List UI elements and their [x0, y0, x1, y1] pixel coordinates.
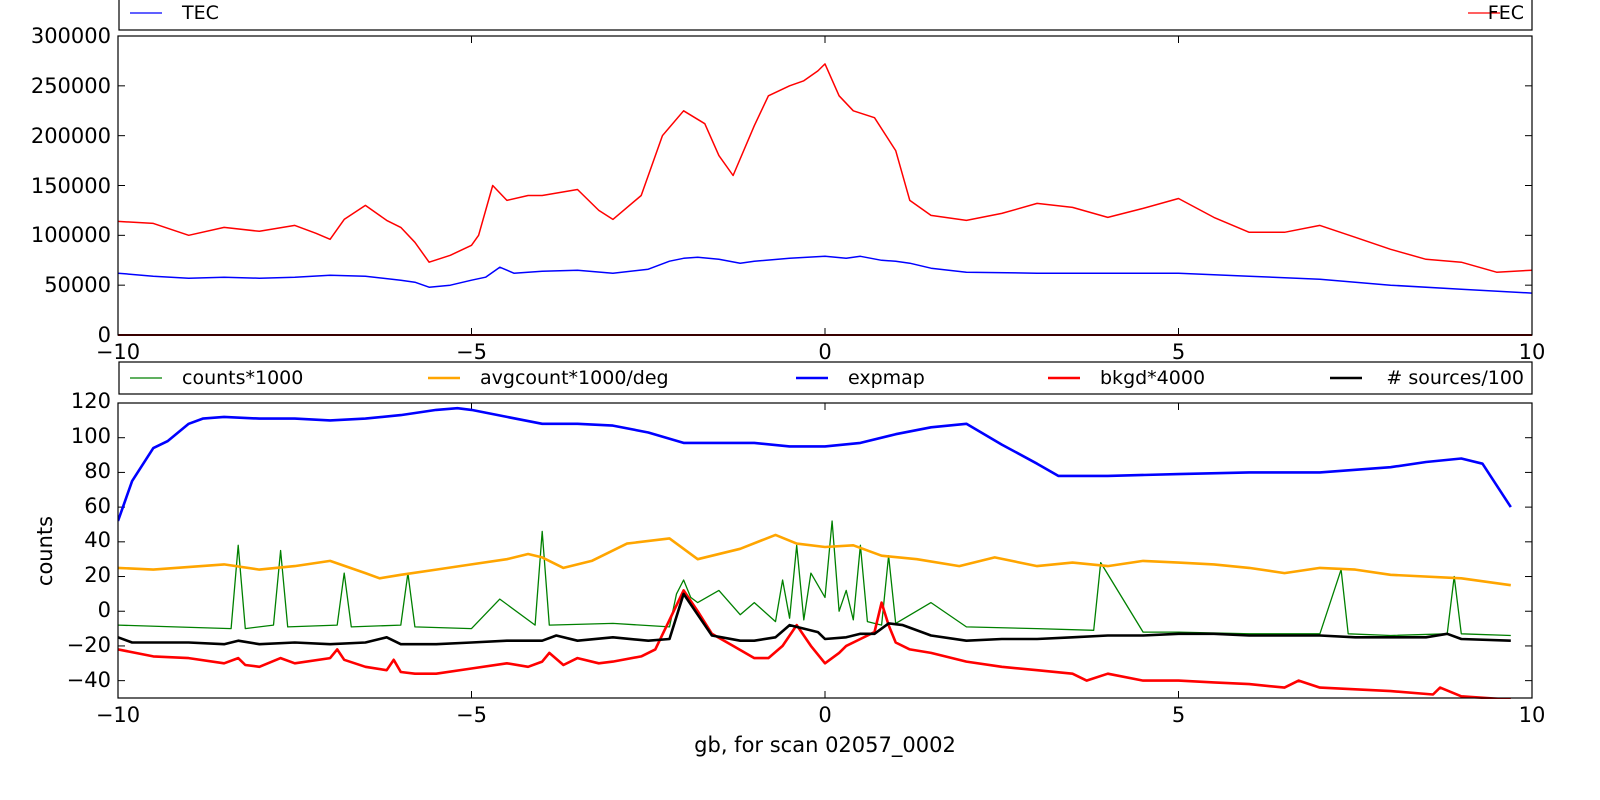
- top-ytick-label: 50000: [44, 273, 111, 297]
- top-y-tick-labels: 0 50000 100000 150000 200000 250000 3000…: [31, 24, 111, 347]
- bottom-legend-entry-counts: counts*1000: [130, 367, 303, 389]
- top-ticks: [117, 35, 1533, 336]
- top-legend-entry-fec: FEC: [1468, 2, 1524, 24]
- bottom-ytick-label: 40: [84, 528, 111, 552]
- fec-line: [118, 63, 1532, 273]
- top-legend-label-fec: FEC: [1488, 2, 1524, 24]
- bottom-x-axis-label: gb, for scan 02057_0002: [694, 733, 956, 758]
- top-plot-area: [118, 63, 1532, 336]
- bottom-xtick-label: −5: [456, 703, 487, 727]
- top-legend-entry-tec: TEC: [130, 2, 219, 24]
- top-ytick-label: 300000: [31, 24, 111, 48]
- bottom-xtick-label: 10: [1519, 703, 1546, 727]
- bottom-xtick-label: 5: [1172, 703, 1185, 727]
- bottom-xtick-label: −10: [96, 703, 140, 727]
- top-ytick-label: 200000: [31, 124, 111, 148]
- bottom-y-tick-labels: −40 −20 0 20 40 60 80 100 120: [67, 389, 111, 692]
- bottom-legend-entry-bkgd: bkgd*4000: [1048, 367, 1205, 389]
- bottom-legend-label-avgcount: avgcount*1000/deg: [480, 367, 669, 389]
- top-ytick-label: 250000: [31, 74, 111, 98]
- tec-line: [118, 255, 1532, 294]
- bottom-ytick-label: 20: [84, 563, 111, 587]
- counts-line: [118, 520, 1511, 637]
- bottom-ytick-label: 60: [84, 494, 111, 518]
- top-xtick-label: −5: [456, 340, 487, 364]
- bottom-ytick-label: −20: [67, 633, 111, 657]
- top-xtick-label: 5: [1172, 340, 1185, 364]
- bottom-plot-area: [118, 406, 1512, 699]
- bottom-y-axis-label: counts: [33, 516, 57, 586]
- bottom-ytick-label: 120: [71, 389, 111, 413]
- avgcount-line: [118, 533, 1511, 587]
- top-ytick-label: 100000: [31, 223, 111, 247]
- top-xtick-label: −10: [96, 340, 140, 364]
- bottom-legend-label-expmap: expmap: [848, 367, 925, 389]
- bottom-xtick-label: 0: [818, 703, 831, 727]
- bottom-axes-frame: [117, 402, 1533, 699]
- top-xtick-label: 10: [1519, 340, 1546, 364]
- bottom-legend-label-sources: # sources/100: [1386, 367, 1524, 389]
- top-legend-box: [118, 0, 1533, 31]
- bottom-ytick-label: −40: [67, 668, 111, 692]
- bkgd-line: [118, 589, 1511, 699]
- bottom-chart: counts*1000 avgcount*1000/deg expmap bkg…: [33, 361, 1546, 758]
- bottom-ytick-label: 100: [71, 424, 111, 448]
- top-chart: TEC FEC 0 50000 100000 150000 200000 250…: [31, 0, 1546, 364]
- bottom-x-tick-labels: −10 −5 0 5 10: [96, 703, 1546, 727]
- top-ytick-label: 0: [98, 323, 111, 347]
- bottom-legend-entry-sources: # sources/100: [1330, 367, 1524, 389]
- top-xtick-label: 0: [818, 340, 831, 364]
- bottom-legend-entry-expmap: expmap: [796, 367, 925, 389]
- top-x-tick-labels: −10 −5 0 5 10: [96, 340, 1546, 364]
- bottom-legend-label-bkgd: bkgd*4000: [1100, 367, 1205, 389]
- bottom-legend-label-counts: counts*1000: [182, 367, 303, 389]
- sources-line: [118, 592, 1511, 646]
- top-legend-label-tec: TEC: [181, 2, 219, 24]
- expmap-line: [118, 406, 1512, 522]
- bottom-legend-entry-avgcount: avgcount*1000/deg: [428, 367, 669, 389]
- bottom-ytick-label: 0: [98, 598, 111, 622]
- top-axes-frame: [117, 35, 1533, 336]
- bottom-ytick-label: 80: [84, 459, 111, 483]
- top-ytick-label: 150000: [31, 174, 111, 198]
